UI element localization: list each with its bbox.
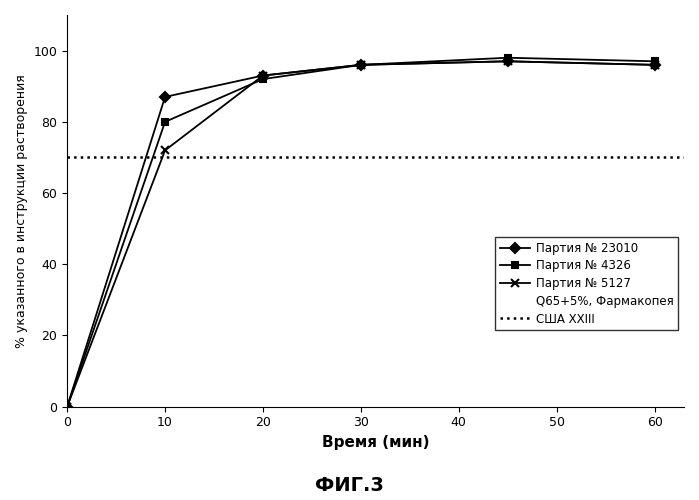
Y-axis label: % указанного в инструкции растворения: % указанного в инструкции растворения (15, 74, 28, 347)
Text: ФИГ.3: ФИГ.3 (315, 476, 384, 495)
Legend: Партия № 23010, Партия № 4326, Партия № 5127, Q65+5%, Фармакопея, США XXIII: Партия № 23010, Партия № 4326, Партия № … (496, 237, 678, 330)
X-axis label: Время (мин): Время (мин) (322, 435, 429, 450)
